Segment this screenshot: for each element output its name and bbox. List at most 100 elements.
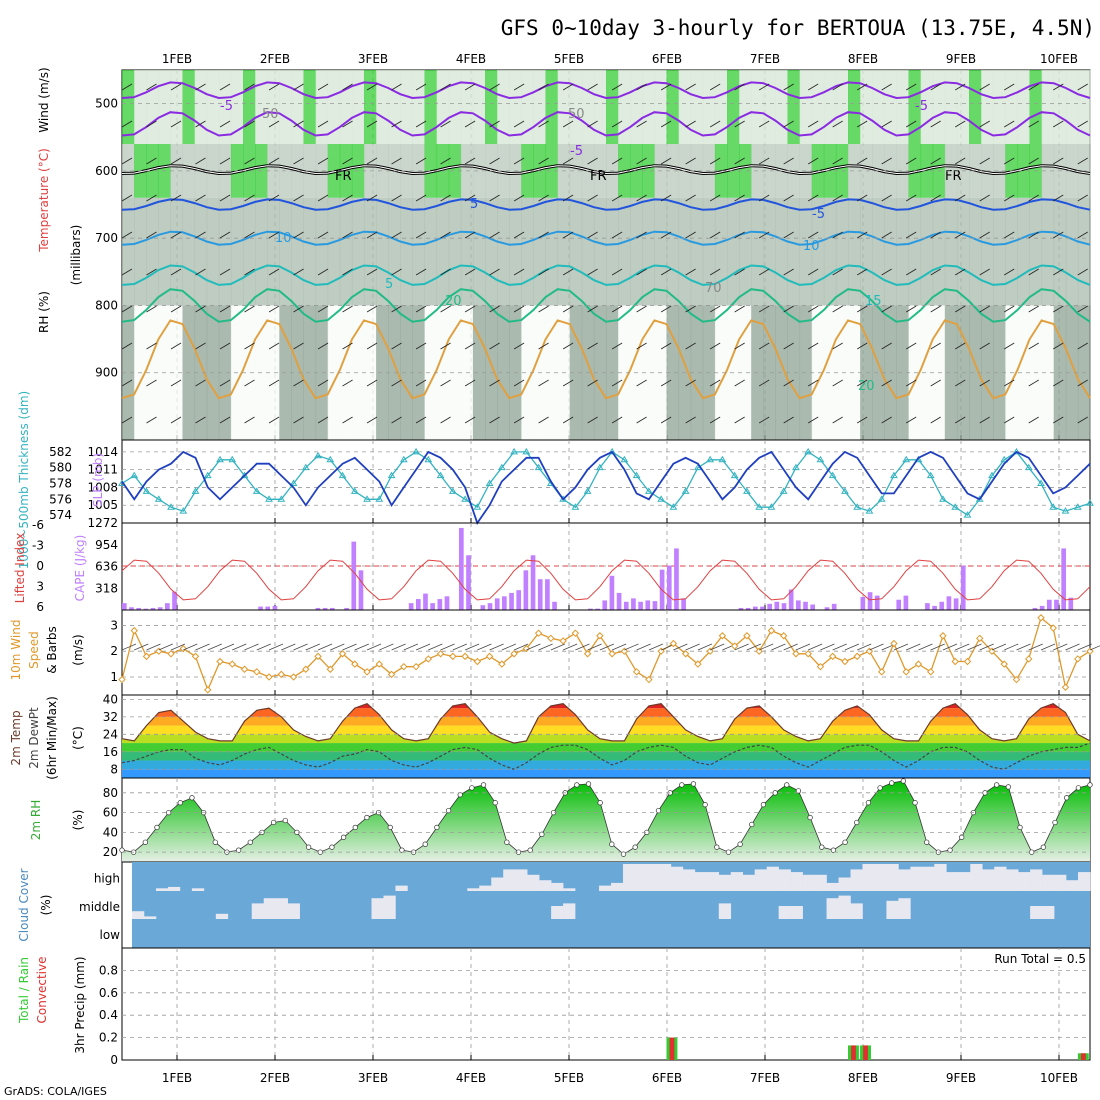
wind-barb [979, 231, 990, 239]
cape-bar [322, 607, 328, 610]
cape-bar [1054, 599, 1059, 610]
slp-line [121, 450, 1091, 525]
rh-cell [460, 70, 474, 144]
wind-barb [244, 194, 255, 202]
bottom-date-label: 9FEB [946, 1071, 976, 1085]
rh-cell [666, 144, 680, 198]
cloud-cell [790, 872, 803, 891]
thickness-point [387, 471, 396, 479]
rh-cell [727, 197, 740, 306]
lifted-tick-label: 3 [36, 580, 44, 594]
wind-barb [955, 194, 966, 202]
wind-barb [538, 416, 549, 424]
panel-axis-label: 2m DewPt [27, 707, 41, 769]
rh-cell [618, 70, 631, 144]
wind-barb [881, 416, 892, 424]
cape-bar [638, 601, 643, 610]
rh-cell [908, 197, 922, 306]
wind-speed-point [632, 668, 641, 676]
cape-bar [666, 565, 672, 610]
wind-barb [170, 194, 182, 202]
wind-barb [771, 643, 786, 651]
cape-bar [645, 600, 651, 610]
wind-barb [1077, 305, 1088, 313]
rh-cell [170, 197, 183, 306]
cape-bar [516, 590, 522, 610]
wind-barb [832, 231, 843, 239]
rh-cell [932, 70, 946, 144]
rh-point [679, 782, 685, 788]
wind-speed-point [743, 632, 751, 640]
contour-label: 70 [705, 281, 722, 296]
wind-barb [660, 379, 672, 387]
precip-tick-label: 0.2 [99, 1031, 118, 1045]
wind-barb [660, 416, 672, 424]
wind-barb [293, 379, 304, 387]
rh-cell [424, 197, 438, 306]
rh-cell [908, 70, 922, 144]
rh-cell [993, 70, 1006, 144]
panel-axis-label: (millibars) [69, 225, 83, 286]
cloud-cell [970, 864, 983, 891]
cloud-cell [814, 874, 827, 891]
wind-speed-point [510, 650, 518, 658]
wind-barb [440, 120, 451, 128]
cloud-cell [778, 869, 791, 891]
thickness-point [963, 511, 972, 518]
wind-barb [807, 194, 819, 202]
wind-barb [905, 194, 917, 202]
wind-barb [856, 416, 868, 424]
wind-speed-point [571, 629, 580, 637]
wind-speed-point [547, 634, 555, 643]
wind-barb [575, 643, 590, 651]
cape-bar [939, 601, 945, 610]
rh-point [305, 844, 312, 850]
wind-barb [905, 379, 917, 387]
lifted-tick-label: 0 [36, 559, 44, 573]
wind-barb [1028, 643, 1043, 651]
wind-speed-point [755, 647, 763, 655]
top-date-label: 10FEB [1040, 52, 1078, 66]
rh-cell [472, 305, 486, 440]
wind-barb [611, 194, 623, 202]
wind-barb [905, 120, 917, 128]
wind-barb [513, 305, 525, 313]
wind-barb [170, 342, 182, 350]
wind-barb [219, 194, 231, 202]
wind-barb [758, 231, 770, 239]
rh-cell [787, 197, 801, 306]
wind-barb [1028, 305, 1039, 313]
temperature-contour-15 [121, 264, 1091, 286]
rh-cell [860, 70, 873, 144]
cape-bar [480, 605, 486, 610]
wind-speed-point [877, 668, 886, 676]
cape-bar [487, 603, 493, 610]
rh-cell [400, 144, 413, 198]
rh-cell [848, 197, 861, 306]
cloud-cell [467, 888, 480, 891]
wind-speed-point [890, 639, 898, 648]
wind-barb [354, 643, 369, 651]
wind-barb [979, 157, 990, 165]
rh-cell [545, 144, 559, 198]
wind-barb [183, 643, 198, 651]
rh-cell [1005, 70, 1018, 144]
wind-barb [219, 342, 231, 350]
wind-speed-point [706, 647, 714, 655]
rh-point [469, 785, 475, 791]
wind-speed-point [939, 632, 947, 640]
wind-barb [440, 268, 451, 276]
pressure-tick-label: 500 [95, 97, 118, 111]
top-date-label: 4FEB [456, 52, 486, 66]
rh-point [912, 800, 918, 806]
wind-barb [464, 194, 476, 202]
wind-barb [538, 194, 549, 202]
wind-speed-point [718, 632, 727, 640]
rh-cell [412, 197, 425, 306]
wind-barb [170, 231, 182, 239]
cape-bar [681, 598, 686, 610]
wind-speed-point [363, 668, 371, 676]
thickness-point [301, 463, 310, 471]
wind-barb [734, 643, 749, 651]
rh-cell [969, 197, 982, 306]
